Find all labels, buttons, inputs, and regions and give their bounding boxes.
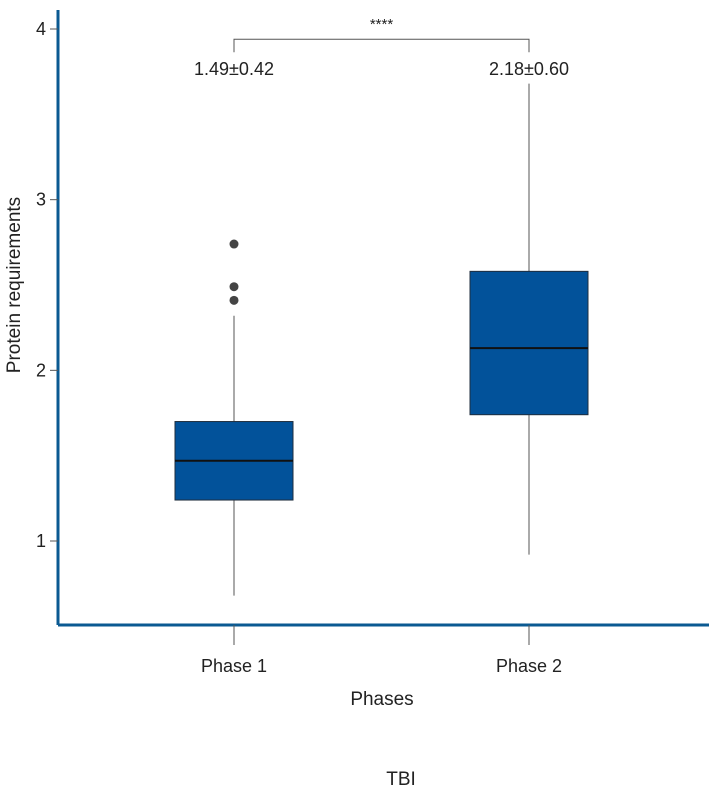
- labels-layer: 1 2 3 4 Phase 1 Phase 2 Phases Protein requirem…: [4, 16, 569, 790]
- x-axis-title: Phases: [350, 689, 413, 710]
- y-axis-title: Protein requirements: [4, 197, 25, 373]
- box-iqr: [469, 270, 589, 416]
- axes-layer: [50, 10, 709, 645]
- outlier-point: [229, 239, 239, 249]
- y-tick-label: 3: [36, 190, 46, 210]
- y-tick-label: 2: [36, 360, 46, 380]
- marks-layer: [174, 38, 589, 596]
- y-tick-label: 1: [36, 531, 46, 551]
- chart-caption: TBI: [386, 769, 416, 790]
- x-tick-label: Phase 1: [201, 656, 267, 676]
- y-tick-label: 4: [36, 19, 46, 39]
- significance-bracket: [233, 38, 530, 53]
- x-tick-label: Phase 2: [496, 656, 562, 676]
- outlier-point: [229, 282, 239, 292]
- outlier-point: [229, 295, 239, 305]
- significance-label: ****: [370, 16, 394, 33]
- summary-label: 1.49±0.42: [194, 59, 274, 79]
- summary-label: 2.18±0.60: [489, 59, 569, 79]
